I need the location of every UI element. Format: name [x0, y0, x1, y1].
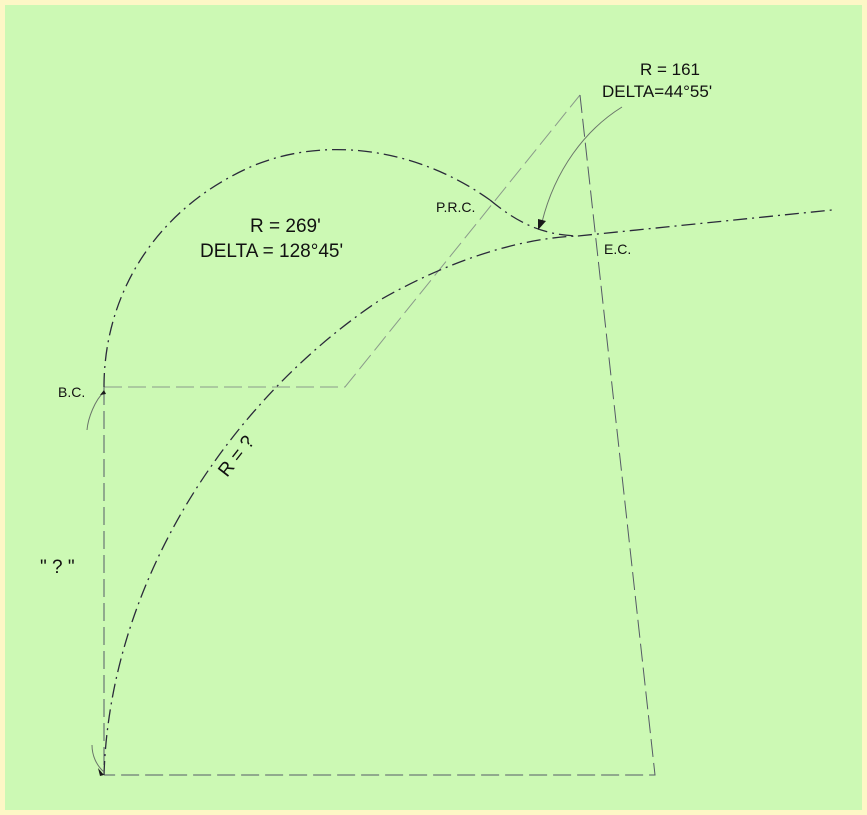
prc-label: P.R.C.	[436, 199, 475, 215]
bc-label: B.C.	[58, 384, 85, 400]
arrowhead-small-curve	[538, 219, 546, 230]
small-curve-delta-label: DELTA=44°55'	[602, 82, 712, 101]
leader-small-curve	[541, 106, 623, 223]
large-curve-delta-label: DELTA = 128°45'	[200, 241, 343, 262]
tangent-line-bc	[104, 94, 581, 388]
bottom-tick	[98, 768, 104, 776]
bottom-tick-arc	[91, 744, 105, 773]
tangent-line-ec	[104, 94, 656, 776]
bc-tick	[100, 390, 106, 395]
unknown-radius-label: R = ?	[214, 432, 259, 481]
small-curve-radius-label: R = 161	[640, 60, 700, 79]
bc-tick-arc	[86, 391, 105, 431]
curve-large	[103, 148, 491, 388]
curve-unknown	[103, 235, 579, 776]
curve-small	[489, 199, 579, 237]
tangent-beyond-ec	[577, 209, 833, 237]
large-curve-radius-label: R = 269'	[250, 216, 321, 237]
ec-label: E.C.	[604, 241, 631, 257]
unknown-distance-label: " ? "	[40, 557, 75, 578]
